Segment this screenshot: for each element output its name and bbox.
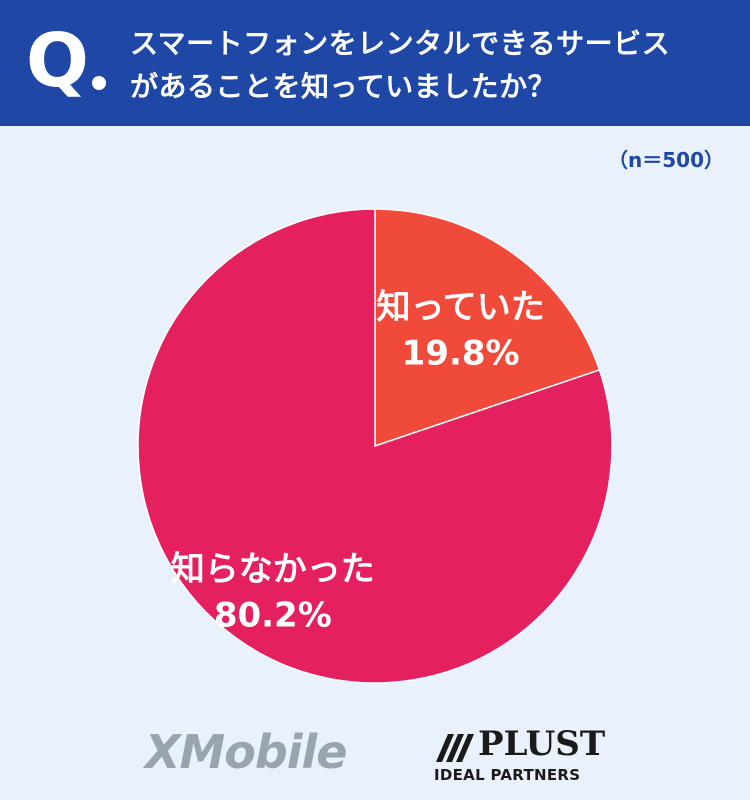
plust-logo-mark <box>436 734 474 762</box>
logo-area: XMobile PLUST IDEAL PARTNERS <box>0 720 750 800</box>
question-line-1: スマートフォンをレンタルできるサービス <box>130 27 671 60</box>
q-dot <box>92 76 106 90</box>
slice-value-label: 80.2% <box>214 596 332 636</box>
slice-label: 知らなかった <box>171 550 375 590</box>
question-text: スマートフォンをレンタルできるサービス があることを知っていましたか？ <box>130 22 730 108</box>
pie-slice <box>137 208 613 684</box>
slice-label: 知っていた <box>376 288 544 328</box>
slice-value-label: 19.8% <box>402 334 520 374</box>
pie-chart: 知っていた 19.8% 知らなかった 80.2% <box>137 208 613 684</box>
q-mark: Q <box>26 18 89 104</box>
plust-logo: PLUST <box>478 724 606 764</box>
sample-size: （n＝500） <box>608 148 724 172</box>
xmobile-logo: XMobile <box>145 725 348 779</box>
question-header: Q スマートフォンをレンタルできるサービス があることを知っていましたか？ <box>0 0 750 126</box>
plust-logo-subtitle: IDEAL PARTNERS <box>434 766 581 784</box>
pie-slice <box>374 208 601 448</box>
question-line-2: があることを知っていましたか？ <box>130 70 557 103</box>
